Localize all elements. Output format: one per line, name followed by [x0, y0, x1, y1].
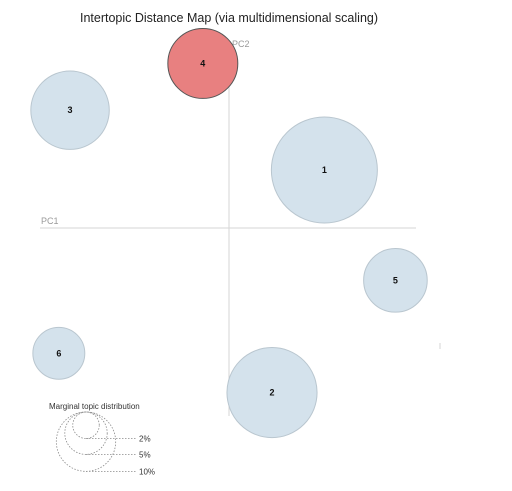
topic-label-3: 3 [68, 105, 73, 115]
topic-label-4: 4 [200, 58, 205, 68]
legend-label-0: 2% [139, 435, 151, 444]
chart-title: Intertopic Distance Map (via multidimens… [80, 11, 378, 25]
topic-bubbles: 1 2 3 4 5 6 [30, 27, 428, 439]
topic-bubble-1[interactable] [270, 116, 378, 224]
legend-circle-0 [72, 411, 100, 439]
pc2-axis-label: PC2 [232, 39, 250, 49]
topic-bubble-4[interactable] [167, 27, 239, 99]
pc1-axis-label: PC1 [41, 216, 59, 226]
topic-label-6: 6 [56, 348, 61, 358]
topic-bubble-2[interactable] [226, 347, 318, 439]
topic-label-5: 5 [393, 275, 398, 285]
legend-title: Marginal topic distribution [49, 402, 140, 411]
topic-label-1: 1 [322, 165, 327, 175]
topic-label-2: 2 [270, 388, 275, 398]
legend-circle-2 [55, 411, 117, 472]
legend-label-2: 10% [139, 467, 155, 476]
topic-bubble-3[interactable] [30, 70, 110, 150]
legend-label-1: 5% [139, 450, 151, 459]
topic-bubble-5[interactable] [363, 248, 428, 313]
legend-circle-1 [64, 411, 108, 455]
topic-bubble-6[interactable] [32, 326, 86, 380]
marginal-topic-legend: Marginal topic distribution 2% 5% 10% [49, 402, 155, 476]
